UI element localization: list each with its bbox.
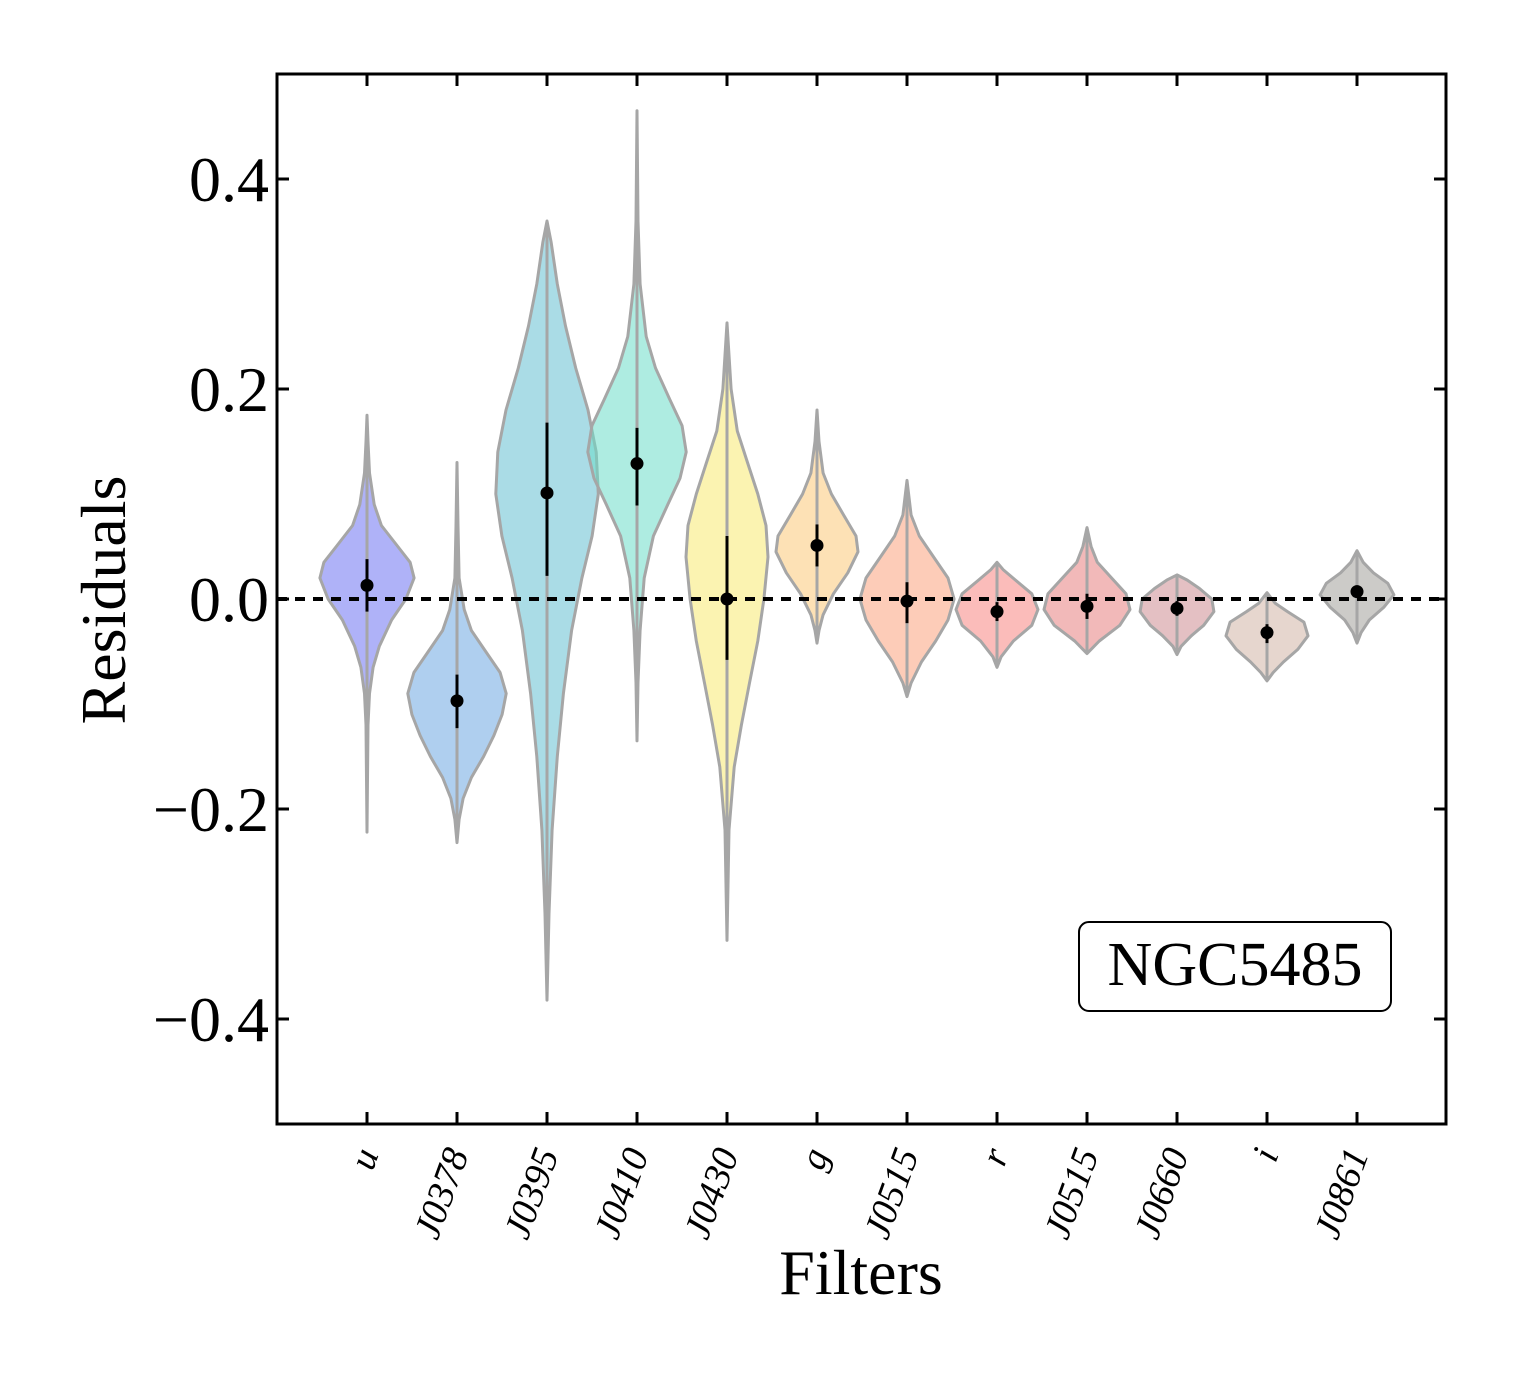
median-point bbox=[810, 538, 824, 552]
y-tick-label: 0.0 bbox=[189, 564, 269, 635]
annotation-box: NGC5485 bbox=[1078, 921, 1392, 1012]
median-point bbox=[1260, 626, 1274, 640]
x-axis-label: Filters bbox=[779, 1237, 943, 1308]
y-axis-label: Residuals bbox=[68, 476, 139, 725]
median-point bbox=[1170, 601, 1184, 615]
annotation-frame bbox=[1078, 921, 1392, 1012]
y-tick-label: −0.4 bbox=[153, 984, 269, 1055]
annotation-label: NGC5485 bbox=[1108, 931, 1363, 999]
median-point bbox=[720, 592, 734, 606]
median-point bbox=[990, 605, 1004, 619]
median-point bbox=[540, 486, 554, 500]
y-tick-label: 0.2 bbox=[189, 354, 269, 425]
median-point bbox=[1350, 585, 1364, 599]
median-point bbox=[360, 578, 374, 592]
median-point bbox=[630, 457, 644, 471]
median-point bbox=[450, 694, 464, 708]
ticks-layer bbox=[277, 74, 1446, 1124]
median-point bbox=[900, 594, 914, 608]
errorbars-layer bbox=[360, 422, 1364, 729]
y-tick-label: 0.4 bbox=[189, 144, 269, 215]
median-point bbox=[1080, 599, 1094, 613]
y-tick-label: −0.2 bbox=[153, 774, 269, 845]
